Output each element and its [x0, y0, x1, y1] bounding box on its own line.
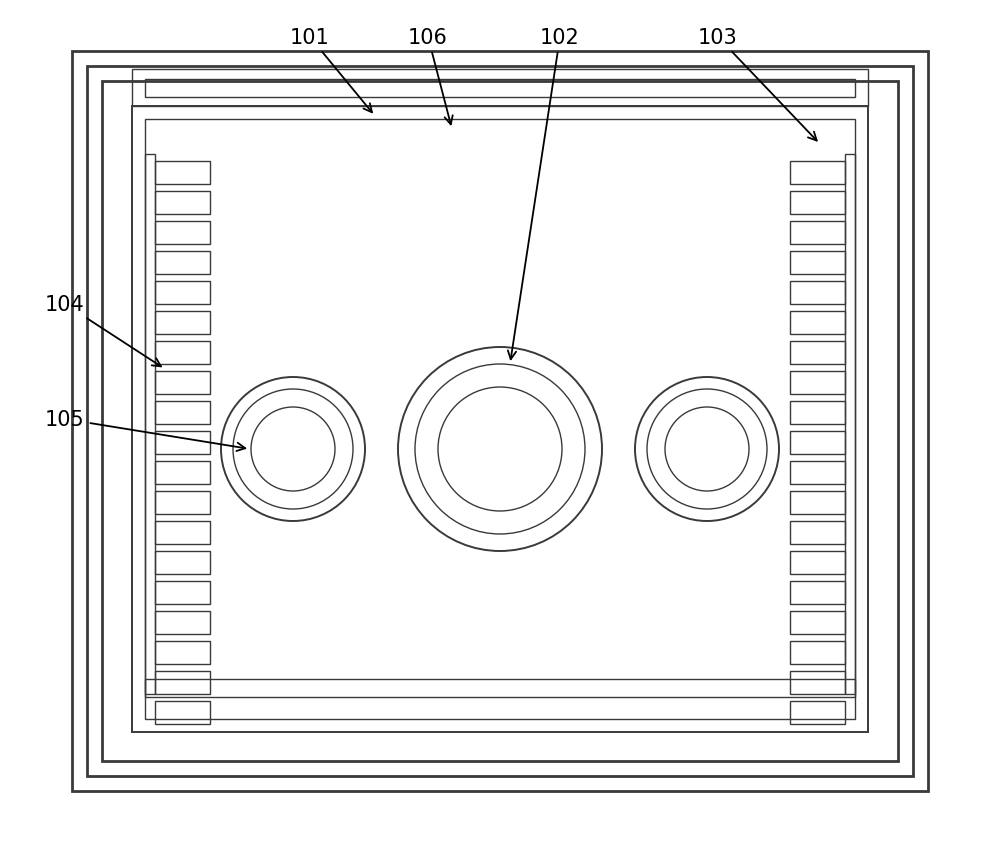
- Bar: [790, 551, 845, 574]
- Bar: [155, 491, 210, 514]
- Bar: [72, 52, 928, 791]
- Bar: [155, 311, 210, 334]
- Bar: [155, 701, 210, 724]
- Bar: [155, 611, 210, 634]
- Bar: [790, 611, 845, 634]
- Bar: [790, 162, 845, 185]
- Bar: [790, 282, 845, 305]
- Bar: [155, 282, 210, 305]
- Bar: [790, 462, 845, 484]
- Bar: [790, 222, 845, 245]
- Bar: [155, 342, 210, 365]
- Text: 103: 103: [698, 28, 817, 141]
- Bar: [790, 192, 845, 214]
- Bar: [145, 80, 855, 98]
- Bar: [155, 222, 210, 245]
- Bar: [790, 582, 845, 604]
- Bar: [155, 522, 210, 544]
- Bar: [790, 431, 845, 454]
- Bar: [155, 641, 210, 664]
- Bar: [155, 402, 210, 425]
- Bar: [790, 342, 845, 365]
- Bar: [155, 162, 210, 185]
- Bar: [155, 371, 210, 394]
- Bar: [132, 70, 868, 107]
- Bar: [155, 582, 210, 604]
- Text: 105: 105: [45, 409, 245, 452]
- Bar: [790, 491, 845, 514]
- Bar: [790, 252, 845, 274]
- Bar: [155, 671, 210, 694]
- Bar: [155, 551, 210, 574]
- Bar: [155, 252, 210, 274]
- Bar: [790, 371, 845, 394]
- Bar: [155, 431, 210, 454]
- Bar: [790, 522, 845, 544]
- Bar: [102, 82, 898, 761]
- Text: 102: 102: [508, 28, 580, 360]
- Bar: [155, 462, 210, 484]
- Text: 106: 106: [408, 28, 453, 125]
- Bar: [155, 192, 210, 214]
- Bar: [790, 402, 845, 425]
- Text: 101: 101: [290, 28, 372, 113]
- Bar: [790, 701, 845, 724]
- Text: 104: 104: [45, 295, 161, 367]
- Bar: [845, 154, 855, 694]
- Bar: [790, 311, 845, 334]
- Bar: [87, 67, 913, 776]
- Bar: [145, 154, 155, 694]
- Bar: [132, 107, 868, 732]
- Bar: [145, 120, 855, 719]
- Bar: [145, 679, 855, 697]
- Bar: [790, 641, 845, 664]
- Bar: [790, 671, 845, 694]
